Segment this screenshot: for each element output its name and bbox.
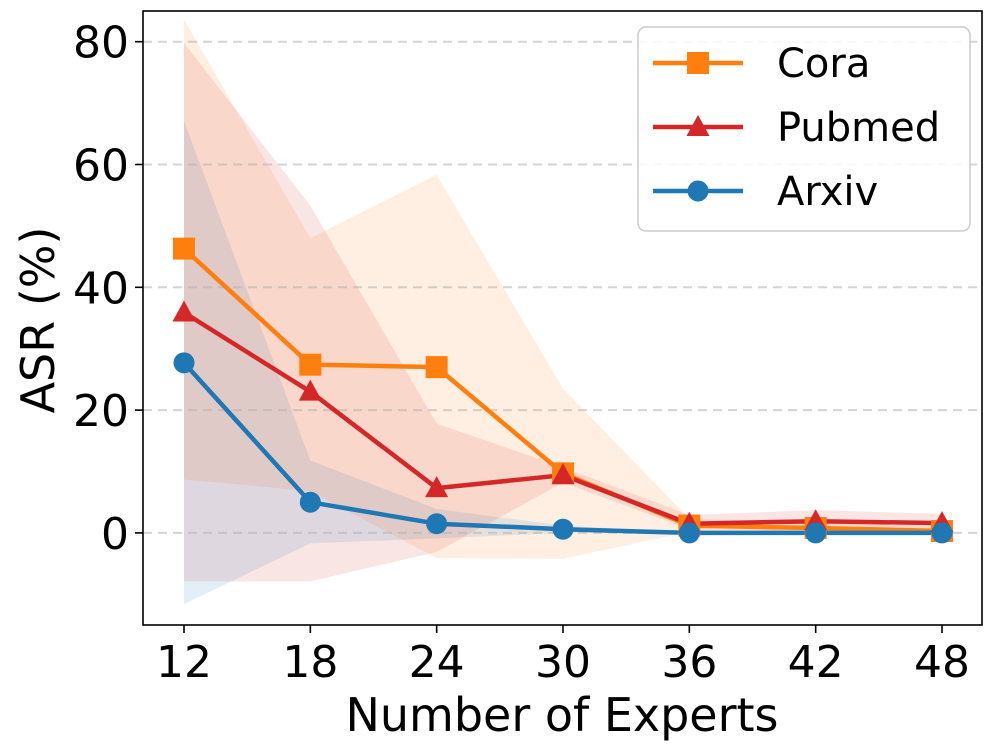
legend-label-cora: Cora [777, 41, 870, 87]
x-tick-label-42: 42 [788, 637, 844, 688]
x-tick-label-12: 12 [156, 637, 212, 688]
y-axis-label: ASR (%) [11, 227, 65, 414]
point-pubmed-18 [298, 379, 322, 401]
x-tick-label-18: 18 [282, 637, 338, 688]
x-tick-label-24: 24 [409, 637, 465, 688]
y-tick-label-80: 80 [73, 18, 129, 69]
point-pubmed-30 [551, 463, 575, 485]
y-tick-label-0: 0 [101, 509, 129, 560]
point-cora-18 [299, 353, 322, 376]
legend-marker-pubmed [686, 115, 710, 136]
point-arxiv-48 [931, 522, 953, 544]
point-pubmed-24 [425, 476, 449, 498]
legend: Cora Pubmed Arxiv [637, 26, 971, 232]
point-arxiv-18 [299, 491, 321, 513]
legend-label-arxiv: Arxiv [777, 169, 878, 215]
point-cora-12 [173, 237, 195, 260]
y-tick-label-60: 60 [73, 141, 129, 192]
y-axis-ticks: 0 20 40 60 80 [73, 18, 143, 560]
band-pubmed [184, 42, 942, 582]
band-arxiv [184, 120, 942, 605]
point-arxiv-42 [805, 522, 827, 544]
legend-marker-arxiv [687, 180, 709, 202]
x-axis-ticks: 12 18 24 30 36 42 48 [156, 625, 970, 688]
x-axis-label: Number of Experts [345, 688, 778, 742]
point-arxiv-36 [678, 522, 700, 544]
point-arxiv-30 [552, 518, 574, 540]
y-tick-label-20: 20 [73, 386, 129, 437]
band-cora [184, 19, 942, 559]
x-tick-label-30: 30 [535, 637, 591, 688]
point-arxiv-12 [173, 352, 195, 374]
series-markers [172, 237, 954, 544]
point-pubmed-12 [172, 300, 196, 322]
legend-box [637, 26, 971, 232]
x-tick-label-36: 36 [661, 637, 717, 688]
point-arxiv-24 [426, 513, 448, 535]
y-gridlines [143, 40, 982, 534]
point-cora-24 [425, 356, 448, 379]
confidence-bands [184, 19, 942, 605]
legend-marker-cora [687, 52, 709, 74]
x-tick-label-48: 48 [914, 637, 970, 688]
y-tick-label-40: 40 [73, 263, 129, 314]
legend-label-pubmed: Pubmed [777, 105, 940, 151]
